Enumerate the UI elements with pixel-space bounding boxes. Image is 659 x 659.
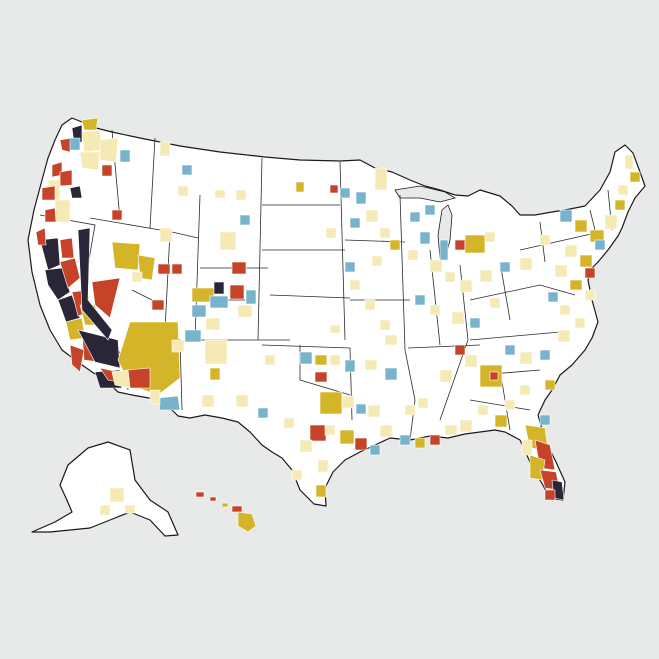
california-counties <box>35 227 123 389</box>
nevada-dark-county <box>77 227 113 341</box>
mountain-counties <box>111 141 257 408</box>
nevada-yellow-county <box>111 241 141 271</box>
northeast-counties <box>539 154 641 329</box>
nevada-red-county <box>91 277 121 319</box>
plains-counties <box>264 167 401 381</box>
lake-superior <box>394 185 457 203</box>
hawaii-islands <box>195 491 257 533</box>
alaska-counties <box>99 487 136 516</box>
texas-counties <box>257 371 393 498</box>
florida-counties <box>521 414 565 501</box>
pacific-northwest-counties <box>41 117 131 223</box>
midwest-counties <box>407 204 533 329</box>
southeast-counties <box>399 329 571 449</box>
alaska-landmass <box>31 441 179 537</box>
